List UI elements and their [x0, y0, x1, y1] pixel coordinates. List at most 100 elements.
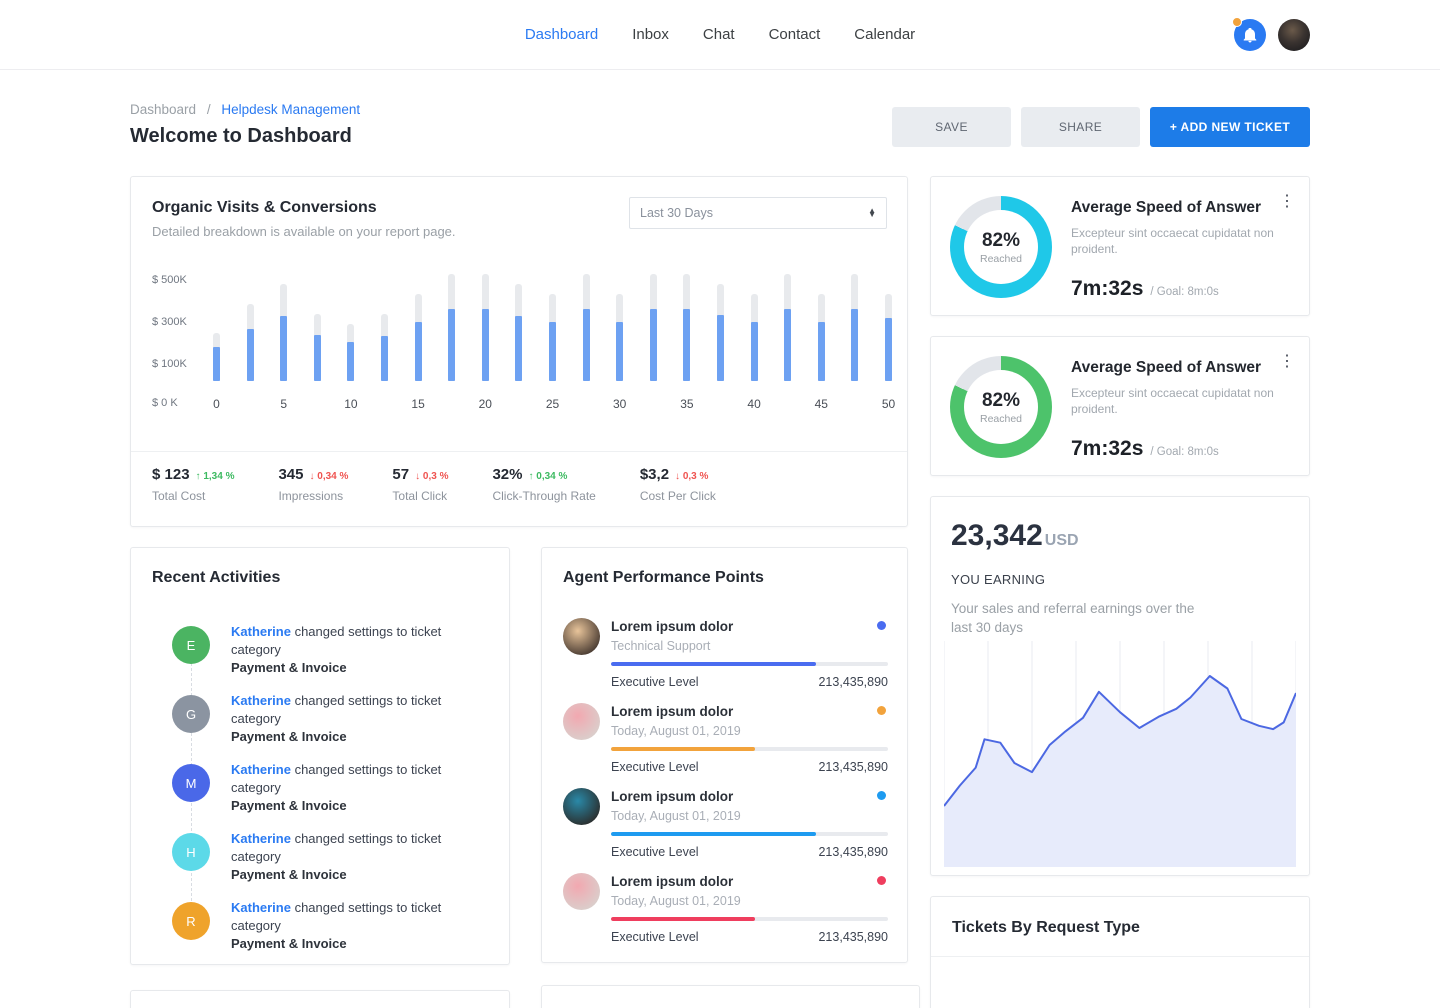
x-axis-tick: 40: [747, 397, 761, 411]
organic-bar-chart: $ 500K $ 300K $ 100K $ 0 K 0 5 10 15 20 25 30 35 40 4…: [152, 273, 895, 413]
add-new-ticket-button[interactable]: + ADD NEW TICKET: [1150, 107, 1310, 147]
activity-actor-link[interactable]: Katherine: [231, 624, 291, 639]
earnings-area-fill: [944, 676, 1296, 867]
speed-card-description: Excepteur sint occaecat cupidatat non pr…: [1071, 226, 1274, 256]
save-button[interactable]: SAVE: [892, 107, 1011, 147]
agent-level-label: Executive Level: [611, 675, 699, 689]
bar-value: [582, 309, 590, 381]
organic-visits-card: Organic Visits & Conversions Detailed br…: [130, 176, 908, 527]
activity-action-text: changed settings to ticket category: [231, 624, 442, 657]
donut-gauge: 82% Reached: [950, 356, 1052, 458]
stat-total-click: 57 ↓ 0,3 % Total Click: [392, 466, 448, 503]
status-dot: [877, 621, 886, 630]
activity-target: Payment & Invoice: [231, 867, 347, 882]
x-axis-tick: 20: [478, 397, 492, 411]
nav-item-chat[interactable]: Chat: [702, 26, 735, 43]
nav-item-calendar[interactable]: Calendar: [854, 26, 916, 43]
tickets-divider: [931, 956, 1309, 957]
nav-item-dashboard[interactable]: Dashboard: [524, 26, 599, 43]
activity-target: Payment & Invoice: [231, 660, 347, 675]
x-axis-tick: 50: [881, 397, 896, 411]
bar-value: [717, 315, 724, 381]
agent-points-value: 213,435,890: [818, 930, 888, 944]
activity-item: M Katherine changed settings to ticket ca…: [152, 761, 490, 833]
agent-subtitle: Today, August 01, 2019: [611, 809, 741, 823]
notifications-button[interactable]: [1232, 17, 1266, 51]
activity-actor-link[interactable]: Katherine: [231, 693, 291, 708]
activity-actor-link[interactable]: Katherine: [231, 831, 291, 846]
speed-goal-label: / Goal: 8m:0s: [1150, 446, 1219, 458]
stat-label: Click-Through Rate: [492, 489, 596, 503]
stat-label: Impressions: [278, 489, 344, 503]
date-range-select[interactable]: Last 30 Days ▲ ▼: [629, 197, 887, 229]
donut-percent: 82%: [981, 229, 1021, 251]
share-button[interactable]: SHARE: [1021, 107, 1140, 147]
nav-item-contact[interactable]: Contact: [768, 26, 821, 43]
bar-value: [280, 316, 288, 381]
speed-goal-label: / Goal: 8m:0s: [1150, 286, 1219, 298]
partial-card-left: [130, 990, 510, 1008]
nav-item-inbox[interactable]: Inbox: [632, 26, 669, 43]
activity-actor-link[interactable]: Katherine: [231, 762, 291, 777]
stat-value: $ 123: [152, 466, 190, 483]
kebab-menu-icon[interactable]: ⋮: [1279, 193, 1295, 210]
bar-value: [549, 322, 556, 381]
stat-value: 345: [278, 466, 304, 483]
tickets-by-request-type-card: Tickets By Request Type: [930, 896, 1310, 1008]
breadcrumb: Dashboard / Helpdesk Management: [130, 102, 360, 117]
earnings-amount: 23,342: [951, 519, 1043, 552]
status-dot: [877, 876, 886, 885]
donut-gauge: 82% Reached: [950, 196, 1052, 298]
average-speed-card: 82% Reached Average Speed of Answer Excepte…: [930, 176, 1310, 316]
speed-card-title: Average Speed of Answer: [1071, 359, 1262, 376]
agent-level-label: Executive Level: [611, 760, 699, 774]
speed-card-description: Excepteur sint occaecat cupidatat non pr…: [1071, 386, 1274, 416]
agent-row: Lorem ipsum dolor Today, August 01, 2019 E…: [563, 782, 888, 867]
stat-label: Cost Per Click: [639, 489, 716, 503]
activity-text: Katherine changed settings to ticket cat…: [231, 761, 490, 815]
bar-value: [784, 309, 792, 381]
x-axis-tick: 0: [213, 397, 220, 411]
bar-value: [683, 309, 691, 381]
status-dot: [877, 791, 886, 800]
activity-item: R Katherine changed settings to ticket ca…: [152, 900, 490, 971]
agent-row: Lorem ipsum dolor Today, August 01, 2019 E…: [563, 697, 888, 782]
activity-avatar: R: [172, 902, 210, 940]
agent-progress-track: [611, 662, 888, 666]
notification-badge-dot: [1232, 17, 1242, 27]
breadcrumb-current[interactable]: Helpdesk Management: [221, 102, 361, 117]
agent-progress-track: [611, 747, 888, 751]
activity-item: G Katherine changed settings to ticket ca…: [152, 693, 490, 764]
x-axis-tick: 30: [613, 397, 627, 411]
stat-cost-per-click: $3,2 ↓ 0,3 % Cost Per Click: [640, 466, 716, 503]
recent-activities-title: Recent Activities: [152, 569, 281, 586]
agent-subtitle: Today, August 01, 2019: [611, 724, 741, 738]
stat-value: $3,2: [639, 466, 670, 483]
bar-value: [885, 318, 892, 381]
user-avatar[interactable]: [1278, 19, 1310, 51]
activity-target: Payment & Invoice: [231, 729, 347, 744]
kebab-menu-icon[interactable]: ⋮: [1279, 353, 1295, 370]
x-axis-tick: 35: [680, 397, 694, 411]
agent-name: Lorem ipsum dolor: [611, 619, 734, 634]
arrow-down-icon: ↓ 0,3 %: [415, 471, 449, 482]
activity-actor-link[interactable]: Katherine: [231, 900, 291, 915]
activity-action-text: changed settings to ticket category: [231, 762, 442, 795]
arrow-down-icon: ↓ 0,3 %: [675, 471, 709, 482]
organic-divider: [131, 451, 907, 452]
main-nav: Dashboard Inbox Chat Contact Calendar: [525, 26, 915, 43]
activity-target: Payment & Invoice: [231, 936, 347, 951]
bar-value: [616, 322, 624, 381]
agent-performance-title: Agent Performance Points: [563, 569, 764, 586]
stat-total-cost: $ 123 ↑ 1,34 % Total Cost: [152, 466, 234, 503]
breadcrumb-dashboard[interactable]: Dashboard: [130, 102, 197, 117]
organic-stats-row: $ 123 ↑ 1,34 % Total Cost 345 ↓ 0,34 % Impres…: [152, 466, 716, 503]
activity-avatar: M: [172, 764, 210, 802]
arrow-up-icon: ↑ 1,34 %: [195, 471, 235, 482]
x-axis-tick: 45: [814, 397, 828, 411]
select-arrows-icon: ▲ ▼: [868, 206, 876, 219]
agent-avatar: [563, 703, 600, 740]
stat-label: Total Cost: [152, 489, 206, 503]
agent-points-value: 213,435,890: [818, 845, 888, 859]
recent-activities-card: Recent Activities E Katherine changed set…: [130, 547, 510, 965]
